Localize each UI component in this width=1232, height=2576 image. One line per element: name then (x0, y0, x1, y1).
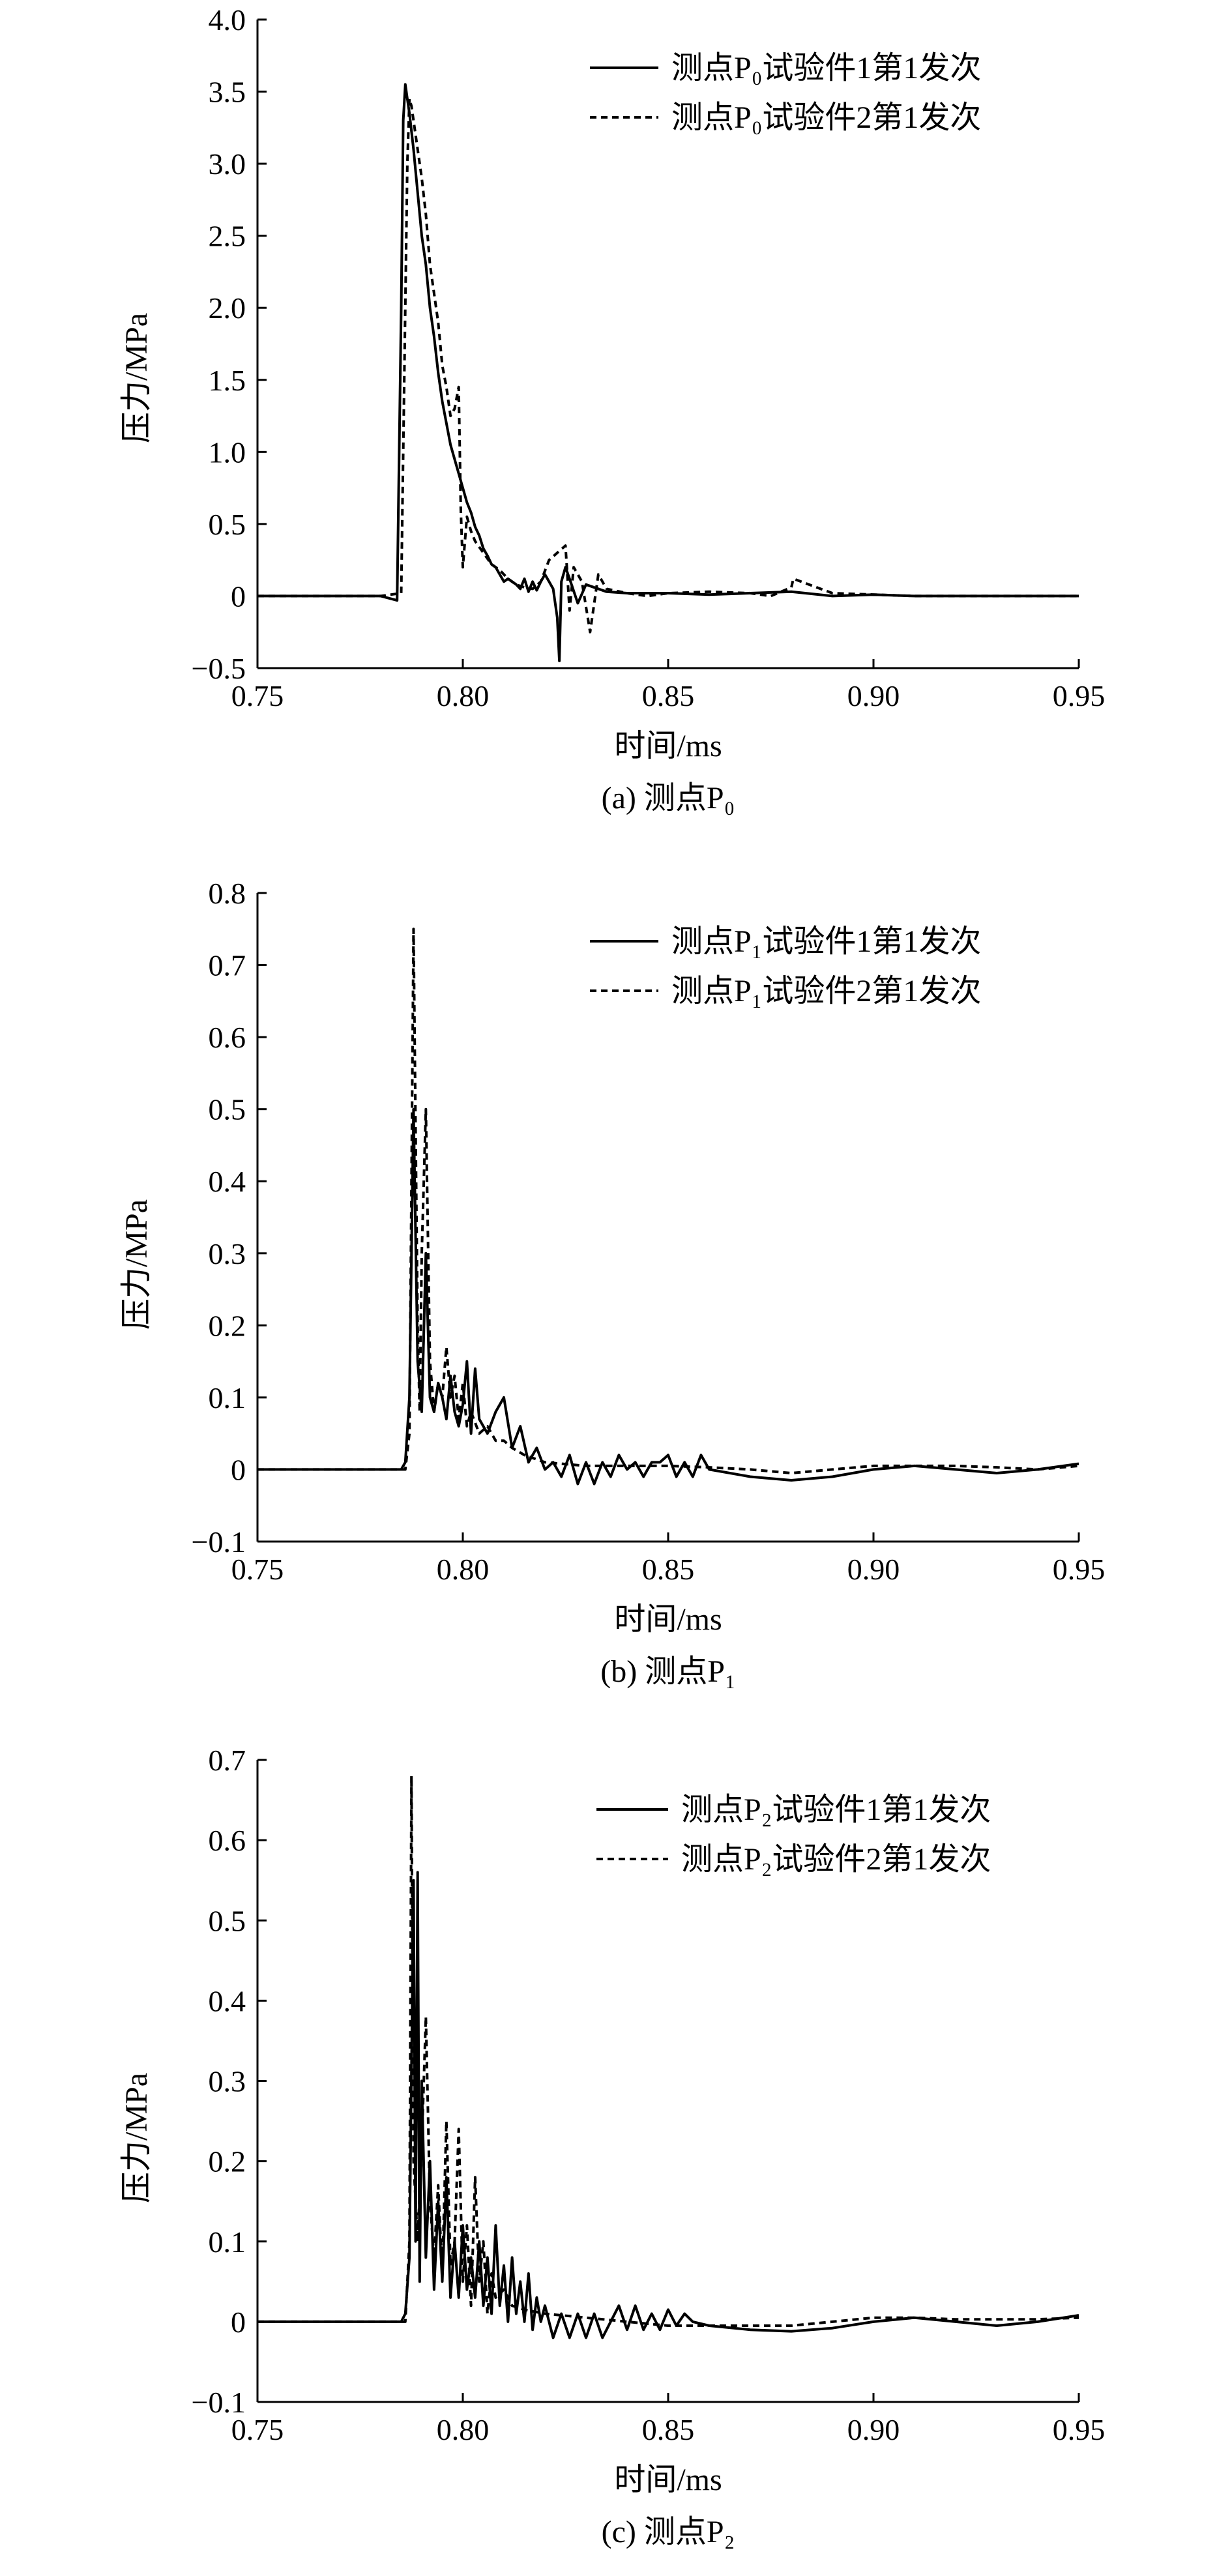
panel-caption: (b) 测点P₁ (600, 1654, 735, 1689)
y-tick-label: 0.5 (209, 508, 246, 541)
x-tick-label: 0.95 (1053, 2413, 1106, 2446)
legend: 测点P₂试验件1第1发次 测点P₂试验件2第1发次 (596, 1793, 991, 1877)
chart-panel-c: 0.75 0.80 0.85 0.90 0.95 −0.1 0 0.1 0.2 0.3 0.4 0.5… (0, 1734, 1232, 2576)
y-tick-label: −0.1 (192, 1525, 246, 1559)
y-tick-label: 0.5 (209, 1904, 246, 1937)
series-line-1 (257, 83, 1079, 662)
y-tick-label: 0.6 (209, 1021, 246, 1054)
series-line-2 (257, 928, 1079, 1474)
y-tick-label: 2.0 (209, 291, 246, 325)
y-tick-label: −0.5 (192, 652, 246, 685)
x-tick-label: 0.80 (437, 2413, 490, 2446)
legend-label-2: 测点P₀试验件2第1发次 (671, 100, 981, 135)
y-tick-label: 1.5 (209, 364, 246, 397)
y-axis-title: 压力/MPa (119, 1199, 154, 1330)
chart-panel-a: 0.75 0.80 0.85 0.90 0.95 −0.5 0 0.5 1.0 1.5 2.0 2.5… (0, 0, 1232, 841)
legend-label-2: 测点P₁试验件2第1发次 (671, 974, 981, 1008)
plot-area-c: 0.75 0.80 0.85 0.90 0.95 −0.1 0 0.1 0.2 0.3 0.4 0.5… (192, 1744, 1106, 2446)
legend: 测点P₁试验件1第1发次 测点P₁试验件2第1发次 (590, 924, 981, 1008)
y-tick-label: 0 (231, 1453, 246, 1486)
x-tick-label: 0.75 (231, 679, 284, 712)
y-tick-label: 0.4 (209, 1165, 246, 1198)
series-line-2 (257, 1774, 1079, 2327)
chart-svg-c: 0.75 0.80 0.85 0.90 0.95 −0.1 0 0.1 0.2 0.3 0.4 0.5… (119, 1744, 1106, 2549)
x-axis-title: 时间/ms (614, 1602, 722, 1637)
plot-area-a: 0.75 0.80 0.85 0.90 0.95 −0.5 0 0.5 1.0 1.5 2.0 2.5… (192, 3, 1106, 712)
chart-svg-b: 0.75 0.80 0.85 0.90 0.95 −0.1 0 0.1 0.2 0.3 0.4 0.5… (119, 877, 1106, 1689)
y-tick-label: 3.5 (209, 76, 246, 109)
y-tick-label: 4.0 (209, 3, 246, 37)
plot-area-b: 0.75 0.80 0.85 0.90 0.95 −0.1 0 0.1 0.2 0.3 0.4 0.5… (192, 877, 1106, 1586)
y-tick-label: 2.5 (209, 220, 246, 253)
series-line-2 (257, 97, 1079, 634)
y-tick-label: 0.1 (209, 1381, 246, 1414)
x-tick-label: 0.95 (1053, 679, 1106, 712)
x-tick-label: 0.90 (847, 1553, 900, 1586)
y-tick-label: 0 (231, 579, 246, 613)
x-tick-label: 0.80 (437, 679, 490, 712)
legend-label-1: 测点P₁试验件1第1发次 (671, 924, 981, 959)
series-line-1 (257, 1871, 1079, 2339)
x-axis-title: 时间/ms (614, 2463, 722, 2497)
y-tick-label: 0.7 (209, 949, 246, 982)
chart-panel-b: 0.75 0.80 0.85 0.90 0.95 −0.1 0 0.1 0.2 0.3 0.4 0.5… (0, 873, 1232, 1714)
legend-label-1: 测点P₂试验件1第1发次 (681, 1793, 991, 1827)
chart-svg-a: 0.75 0.80 0.85 0.90 0.95 −0.5 0 0.5 1.0 1.5 2.0 2.5… (119, 3, 1106, 815)
x-tick-label: 0.75 (231, 2413, 284, 2446)
y-tick-label: 0.1 (209, 2225, 246, 2259)
y-tick-label: 0.4 (209, 1984, 246, 2017)
x-tick-label: 0.95 (1053, 1553, 1106, 1586)
x-tick-label: 0.85 (642, 679, 695, 712)
x-tick-label: 0.90 (847, 679, 900, 712)
y-tick-label: 0.3 (209, 1237, 246, 1270)
legend: 测点P₀试验件1第1发次 测点P₀试验件2第1发次 (590, 51, 981, 135)
y-tick-label: 0.3 (209, 2065, 246, 2098)
legend-label-2: 测点P₂试验件2第1发次 (681, 1842, 991, 1877)
panel-caption: (a) 测点P₀ (602, 781, 735, 815)
legend-label-1: 测点P₀试验件1第1发次 (671, 51, 981, 85)
x-tick-label: 0.85 (642, 2413, 695, 2446)
y-tick-label: −0.1 (192, 2386, 246, 2419)
y-tick-label: 0.2 (209, 2145, 246, 2178)
y-tick-label: 0.6 (209, 1824, 246, 1857)
y-tick-label: 0.8 (209, 877, 246, 910)
x-tick-label: 0.90 (847, 2413, 900, 2446)
y-tick-label: 0 (231, 2305, 246, 2339)
y-tick-label: 1.0 (209, 435, 246, 469)
x-tick-label: 0.80 (437, 1553, 490, 1586)
y-tick-label: 0.5 (209, 1093, 246, 1126)
y-tick-label: 3.0 (209, 147, 246, 181)
panel-caption: (c) 测点P₂ (602, 2515, 735, 2549)
series-line-1 (257, 1107, 1079, 1486)
y-axis-title: 压力/MPa (119, 313, 154, 443)
x-tick-label: 0.75 (231, 1553, 284, 1586)
x-axis-title: 时间/ms (614, 729, 722, 763)
y-tick-label: 0.7 (209, 1744, 246, 1777)
y-tick-label: 0.2 (209, 1309, 246, 1342)
y-axis-title: 压力/MPa (119, 2073, 154, 2203)
x-tick-label: 0.85 (642, 1553, 695, 1586)
